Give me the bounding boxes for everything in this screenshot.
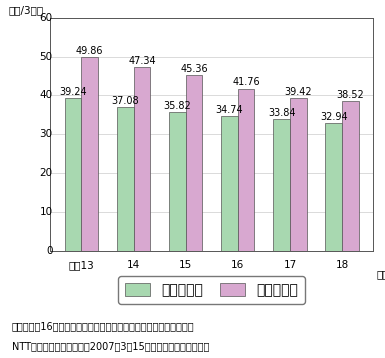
Text: 39.42: 39.42 [285, 87, 312, 97]
Text: 平成13: 平成13 [69, 260, 94, 270]
Text: 38.52: 38.52 [336, 90, 364, 100]
Text: 45.36: 45.36 [180, 63, 208, 73]
Text: 16: 16 [231, 260, 244, 270]
Text: 18: 18 [335, 260, 349, 270]
Bar [65, 98, 82, 251]
Bar [82, 57, 98, 251]
Text: （年度）: （年度） [377, 269, 385, 279]
Text: 14: 14 [127, 260, 140, 270]
Text: 34.74: 34.74 [216, 105, 243, 115]
Text: 35.82: 35.82 [164, 101, 191, 111]
Bar [325, 123, 342, 251]
Text: 37.08: 37.08 [111, 96, 139, 106]
Bar [186, 75, 203, 251]
Bar [134, 67, 150, 251]
Text: 32.94: 32.94 [320, 112, 348, 122]
Legend: 会社内接続, 会社外接続: 会社内接続, 会社外接続 [119, 276, 305, 304]
Text: 0: 0 [46, 246, 53, 256]
Bar [117, 107, 134, 251]
Bar [342, 101, 359, 251]
Text: NTTドコモ相互接続情報（2007年3月15日更新情報）により作成: NTTドコモ相互接続情報（2007年3月15日更新情報）により作成 [12, 341, 209, 351]
Bar [221, 116, 238, 251]
Text: 50: 50 [40, 52, 53, 62]
Bar [169, 112, 186, 251]
Text: 47.34: 47.34 [128, 56, 156, 66]
Text: 30: 30 [40, 129, 53, 139]
Bar [290, 98, 306, 251]
Text: 49.86: 49.86 [76, 46, 104, 56]
Text: 41.76: 41.76 [232, 77, 260, 87]
Text: 10: 10 [40, 207, 53, 217]
Bar [273, 119, 290, 251]
Text: 60: 60 [40, 13, 53, 23]
Bar [238, 89, 254, 251]
Text: （円/3分）: （円/3分） [8, 6, 43, 16]
Text: 33.84: 33.84 [268, 108, 295, 118]
Text: 40: 40 [40, 91, 53, 101]
Text: 総務省「年16年度電気通信事業分野における競争状況の評価」及び: 総務省「年16年度電気通信事業分野における競争状況の評価」及び [12, 321, 194, 331]
Text: 20: 20 [40, 168, 53, 178]
Text: 15: 15 [179, 260, 192, 270]
Text: 39.24: 39.24 [59, 87, 87, 97]
Text: 17: 17 [283, 260, 296, 270]
